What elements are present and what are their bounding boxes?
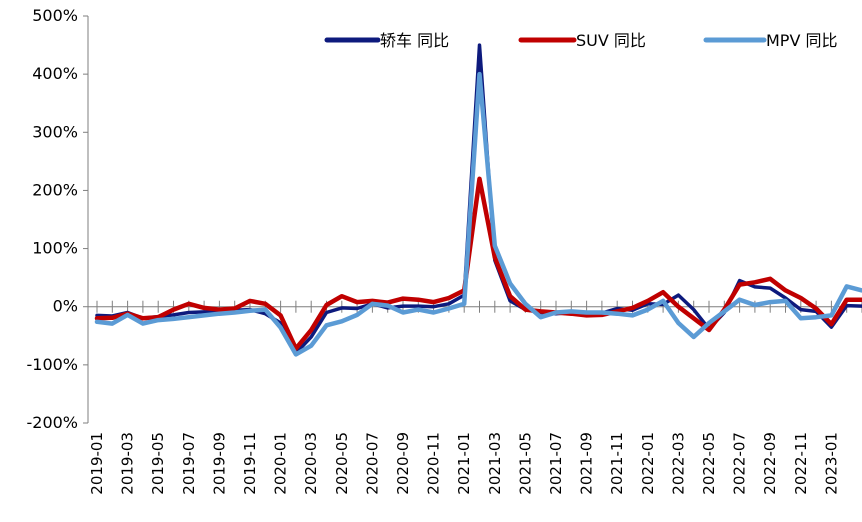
x-tick-label: 2021-11 [608, 432, 626, 495]
y-tick-label: 300% [32, 122, 78, 141]
x-tick-label: 2021-03 [486, 432, 504, 495]
x-axis: 2019-01 2019-03 2019-05 2019-07 2019-09 2019-… [88, 300, 862, 495]
x-tick-label: 2019-11 [241, 432, 259, 495]
x-tick-label: 2019-03 [119, 432, 137, 495]
y-tick-label: 0% [53, 297, 78, 316]
x-tick-label: 2020-09 [394, 432, 412, 495]
y-tick-label: -200% [26, 413, 78, 432]
x-tick-label: 2023-01 [822, 432, 840, 495]
x-tick-label: 2021-07 [547, 432, 565, 495]
series-line-2 [94, 176, 862, 351]
x-tick-label: 2022-09 [761, 432, 779, 495]
legend-label: MPV 同比 [766, 31, 838, 50]
x-tick-label: 2020-07 [363, 432, 381, 495]
y-tick-label: -100% [26, 355, 78, 374]
x-tick-label: 2022-05 [700, 432, 718, 495]
x-tick-label: 2019-07 [180, 432, 198, 495]
x-tick-label: 2020-05 [333, 432, 351, 495]
x-tick-label: 2022-11 [792, 432, 810, 495]
x-tick-label: 2021-01 [455, 432, 473, 495]
legend-label: SUV 同比 [576, 31, 646, 50]
x-tick-label: 2021-09 [578, 432, 596, 495]
y-axis: -200% -100% 0% 100% 200% 300% 400% 500% [26, 6, 89, 432]
x-tick-label: 2019-05 [149, 432, 167, 495]
y-tick-label: 200% [32, 180, 78, 199]
x-tick-label: 2022-07 [731, 432, 749, 495]
x-tick-label: 2022-01 [639, 432, 657, 495]
y-tick-label: 400% [32, 64, 78, 83]
x-tick-label: 2022-03 [669, 432, 687, 495]
x-tick-label: 2021-05 [516, 432, 534, 495]
y-tick-label: 100% [32, 239, 78, 258]
series-line-3 [94, 71, 862, 357]
series-layer [94, 43, 862, 357]
legend: 轿车 同比 SUV 同比 MPV 同比 [324, 31, 838, 50]
legend-label: 轿车 同比 [380, 31, 449, 50]
x-tick-label: 2020-03 [302, 432, 320, 495]
y-tick-label: 500% [32, 6, 78, 25]
x-tick-label: 2020-11 [425, 432, 443, 495]
x-tick-label: 2019-09 [210, 432, 228, 495]
x-tick-label: 2019-01 [88, 432, 106, 495]
x-tick-label: 2020-01 [272, 432, 290, 495]
